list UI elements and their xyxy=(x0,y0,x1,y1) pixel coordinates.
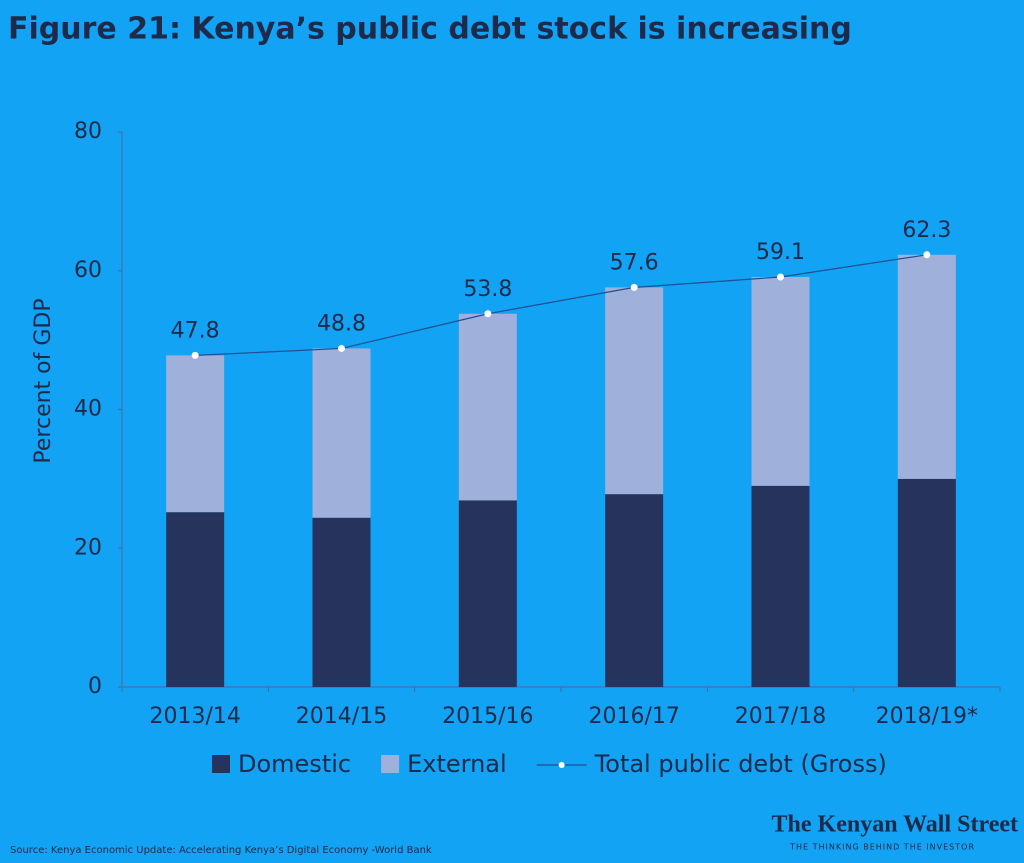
bar-segment xyxy=(458,500,517,687)
data-label: 53.8 xyxy=(463,277,512,302)
legend-label: External xyxy=(407,750,507,778)
data-label: 62.3 xyxy=(902,218,951,243)
data-label: 59.1 xyxy=(756,240,805,265)
x-tick-label: 2014/15 xyxy=(296,704,387,729)
legend-label: Domestic xyxy=(238,750,351,778)
line-marker xyxy=(484,310,492,318)
x-tick-label: 2015/16 xyxy=(442,704,533,729)
bar-segment xyxy=(458,313,517,501)
line-marker xyxy=(630,283,638,291)
bar-segment xyxy=(605,287,664,495)
x-tick-label: 2013/14 xyxy=(149,704,240,729)
bar-segment xyxy=(751,276,810,486)
y-tick-label: 60 xyxy=(74,258,102,283)
bar-segment xyxy=(312,517,371,687)
source: Source: Kenya Economic Update: Accelerat… xyxy=(10,845,432,856)
line xyxy=(195,254,927,356)
y-tick-label: 20 xyxy=(74,535,102,560)
legend-marker xyxy=(558,762,565,768)
bar-segment xyxy=(166,355,225,513)
bar-segment xyxy=(897,254,956,479)
y-tick-label: 40 xyxy=(74,397,102,422)
data-label: 47.8 xyxy=(171,318,220,343)
line-marker xyxy=(191,351,199,359)
x-tick-label: 2018/19* xyxy=(876,704,978,729)
y-tick-label: 0 xyxy=(88,674,102,699)
chart-title: Figure 21: Kenya’s public debt stock is … xyxy=(8,12,852,47)
bar-segment xyxy=(897,478,956,687)
y-tick-label: 80 xyxy=(74,119,102,144)
bar-segment xyxy=(751,485,810,687)
logo: The Kenyan Wall Street xyxy=(772,812,1018,838)
bar-segment xyxy=(166,512,225,687)
x-tick-label: 2017/18 xyxy=(735,704,826,729)
legend-swatch xyxy=(212,755,230,773)
data-label: 57.6 xyxy=(610,250,659,275)
line-marker xyxy=(923,251,931,259)
x-tick-label: 2016/17 xyxy=(588,704,679,729)
data-label: 48.8 xyxy=(317,311,366,336)
tagline: THE THINKING BEHIND THE INVESTOR xyxy=(789,843,975,852)
legend-swatch xyxy=(381,755,400,773)
line-marker xyxy=(338,344,345,352)
bar-segment xyxy=(605,494,664,687)
y-axis-label: Percent of GDP xyxy=(31,298,56,463)
legend-label: Total public debt (Gross) xyxy=(594,750,887,778)
line-marker xyxy=(777,273,784,281)
bar-segment xyxy=(312,348,371,518)
